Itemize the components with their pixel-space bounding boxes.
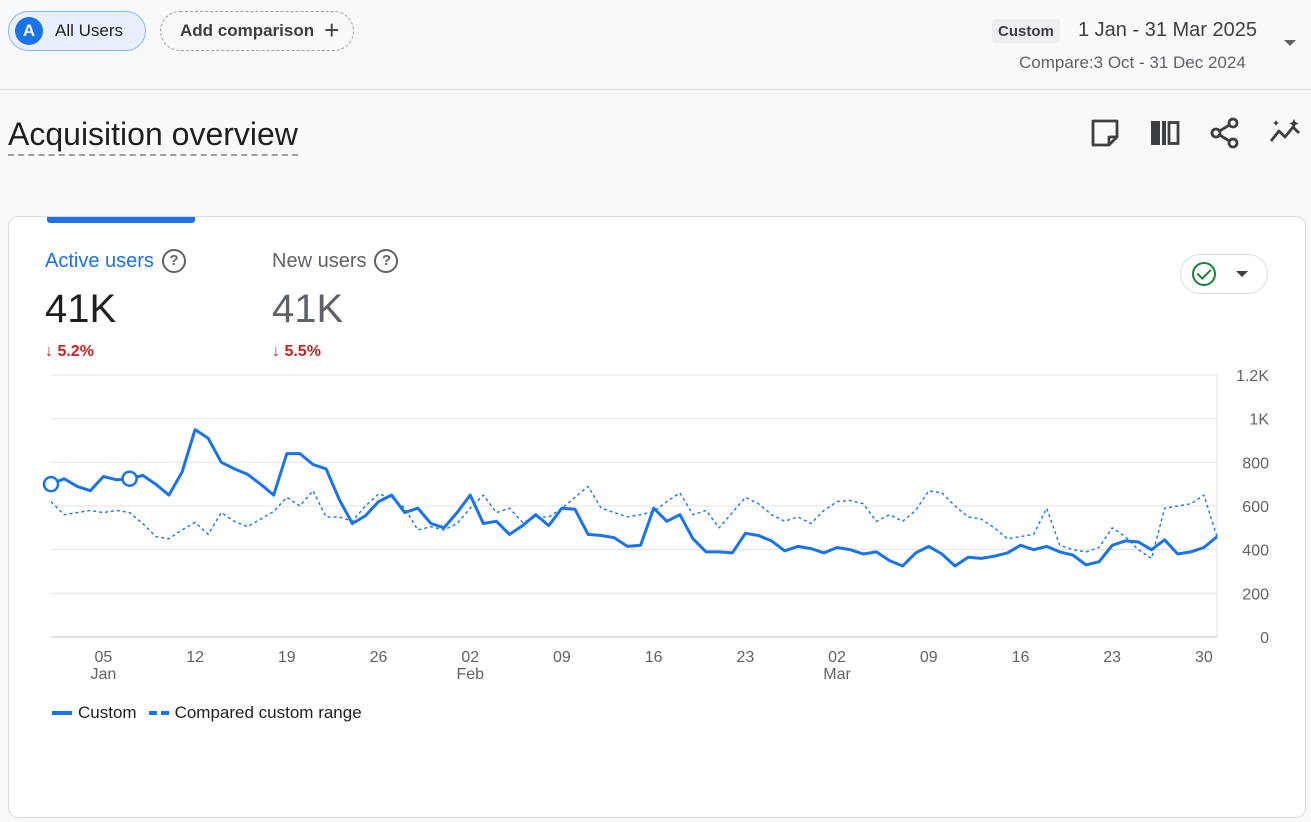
- metric-change: ↓ 5.5%: [272, 343, 398, 361]
- add-comparison-button[interactable]: Add comparison +: [160, 11, 354, 51]
- segment-chip-label: All Users: [55, 21, 124, 40]
- legend-swatch-dashed: [148, 711, 169, 715]
- data-point-marker: [42, 475, 60, 493]
- help-icon[interactable]: ?: [161, 249, 186, 273]
- x-tick-sublabel: Mar: [823, 666, 851, 683]
- segment-chip-all-users[interactable]: A All Users: [8, 11, 146, 51]
- x-tick-label: 23: [736, 649, 754, 666]
- x-tick-label: 09: [553, 649, 571, 666]
- insights-icon[interactable]: [1268, 116, 1302, 150]
- metric-value: 41K: [272, 287, 344, 331]
- date-range-text[interactable]: 1 Jan - 31 Mar 2025: [1078, 19, 1257, 41]
- arrow-down-icon: ↓: [45, 343, 53, 360]
- x-tick-label: 02: [828, 649, 846, 666]
- legend-swatch-solid: [52, 711, 72, 715]
- metric-active-users[interactable]: Active users? 41K ↓ 5.2%: [45, 249, 186, 361]
- arrow-down-icon: ↓: [272, 343, 280, 360]
- y-tick-label: 400: [1242, 543, 1269, 560]
- chart-legend: Custom Compared custom range: [52, 703, 374, 723]
- check-circle-icon: [1192, 262, 1216, 286]
- date-range-dropdown-icon[interactable]: [1284, 40, 1296, 46]
- data-point-marker: [121, 470, 138, 487]
- note-icon[interactable]: [1088, 116, 1122, 150]
- help-icon[interactable]: ?: [374, 249, 399, 273]
- series-line-custom: [50, 428, 1218, 568]
- plus-icon: +: [324, 15, 340, 45]
- metric-change-value: 5.5%: [284, 343, 321, 360]
- segment-avatar: A: [15, 17, 43, 45]
- x-tick-label: 19: [278, 649, 296, 666]
- y-tick-label: 1K: [1249, 412, 1269, 429]
- acquisition-card: Active users? 41K ↓ 5.2% New users? 41K …: [8, 216, 1306, 818]
- y-tick-label: 200: [1242, 586, 1269, 603]
- legend-label: Compared custom range: [174, 703, 362, 722]
- legend-label: Custom: [78, 703, 137, 722]
- data-quality-status-button[interactable]: [1180, 254, 1268, 294]
- metric-new-users[interactable]: New users? 41K ↓ 5.5%: [272, 249, 399, 361]
- add-comparison-label: Add comparison: [180, 21, 315, 40]
- top-bar: A All Users Add comparison + Custom 1 Ja…: [0, 0, 1311, 90]
- x-tick-sublabel: Jan: [91, 666, 117, 683]
- x-tick-label: 23: [1103, 649, 1121, 666]
- y-tick-label: 1.2K: [1236, 368, 1269, 385]
- selected-metric-indicator: [47, 217, 195, 223]
- legend-item-custom[interactable]: Custom: [52, 703, 137, 723]
- page-title[interactable]: Acquisition overview: [8, 116, 298, 156]
- x-tick-label: 16: [1012, 649, 1030, 666]
- metric-value: 41K: [45, 287, 117, 331]
- metric-label: Active users: [45, 249, 154, 272]
- series-line-compare: [50, 485, 1218, 560]
- metric-change-value: 5.2%: [57, 343, 94, 360]
- legend-item-compare[interactable]: Compared custom range: [148, 703, 362, 723]
- x-tick-label: 30: [1195, 649, 1213, 666]
- metric-change: ↓ 5.2%: [45, 343, 186, 361]
- compare-range-text[interactable]: Compare:3 Oct - 31 Dec 2024: [1019, 53, 1246, 72]
- x-tick-label: 26: [370, 649, 388, 666]
- x-tick-label: 05: [95, 649, 113, 666]
- x-tick-label: 02: [461, 649, 479, 666]
- x-tick-label: 16: [645, 649, 663, 666]
- date-range-badge[interactable]: Custom: [992, 19, 1060, 43]
- x-tick-label: 12: [186, 649, 204, 666]
- chevron-down-icon: [1236, 271, 1248, 277]
- y-tick-label: 600: [1242, 499, 1269, 516]
- y-tick-label: 800: [1242, 455, 1269, 472]
- x-tick-label: 09: [920, 649, 938, 666]
- x-tick-sublabel: Feb: [456, 666, 484, 683]
- compare-columns-icon[interactable]: [1148, 116, 1182, 150]
- metric-label: New users: [272, 249, 367, 272]
- share-icon[interactable]: [1208, 116, 1242, 150]
- y-tick-label: 0: [1260, 630, 1269, 647]
